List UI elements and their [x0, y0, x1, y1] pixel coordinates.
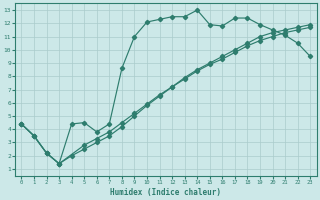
X-axis label: Humidex (Indice chaleur): Humidex (Indice chaleur)	[110, 188, 221, 197]
